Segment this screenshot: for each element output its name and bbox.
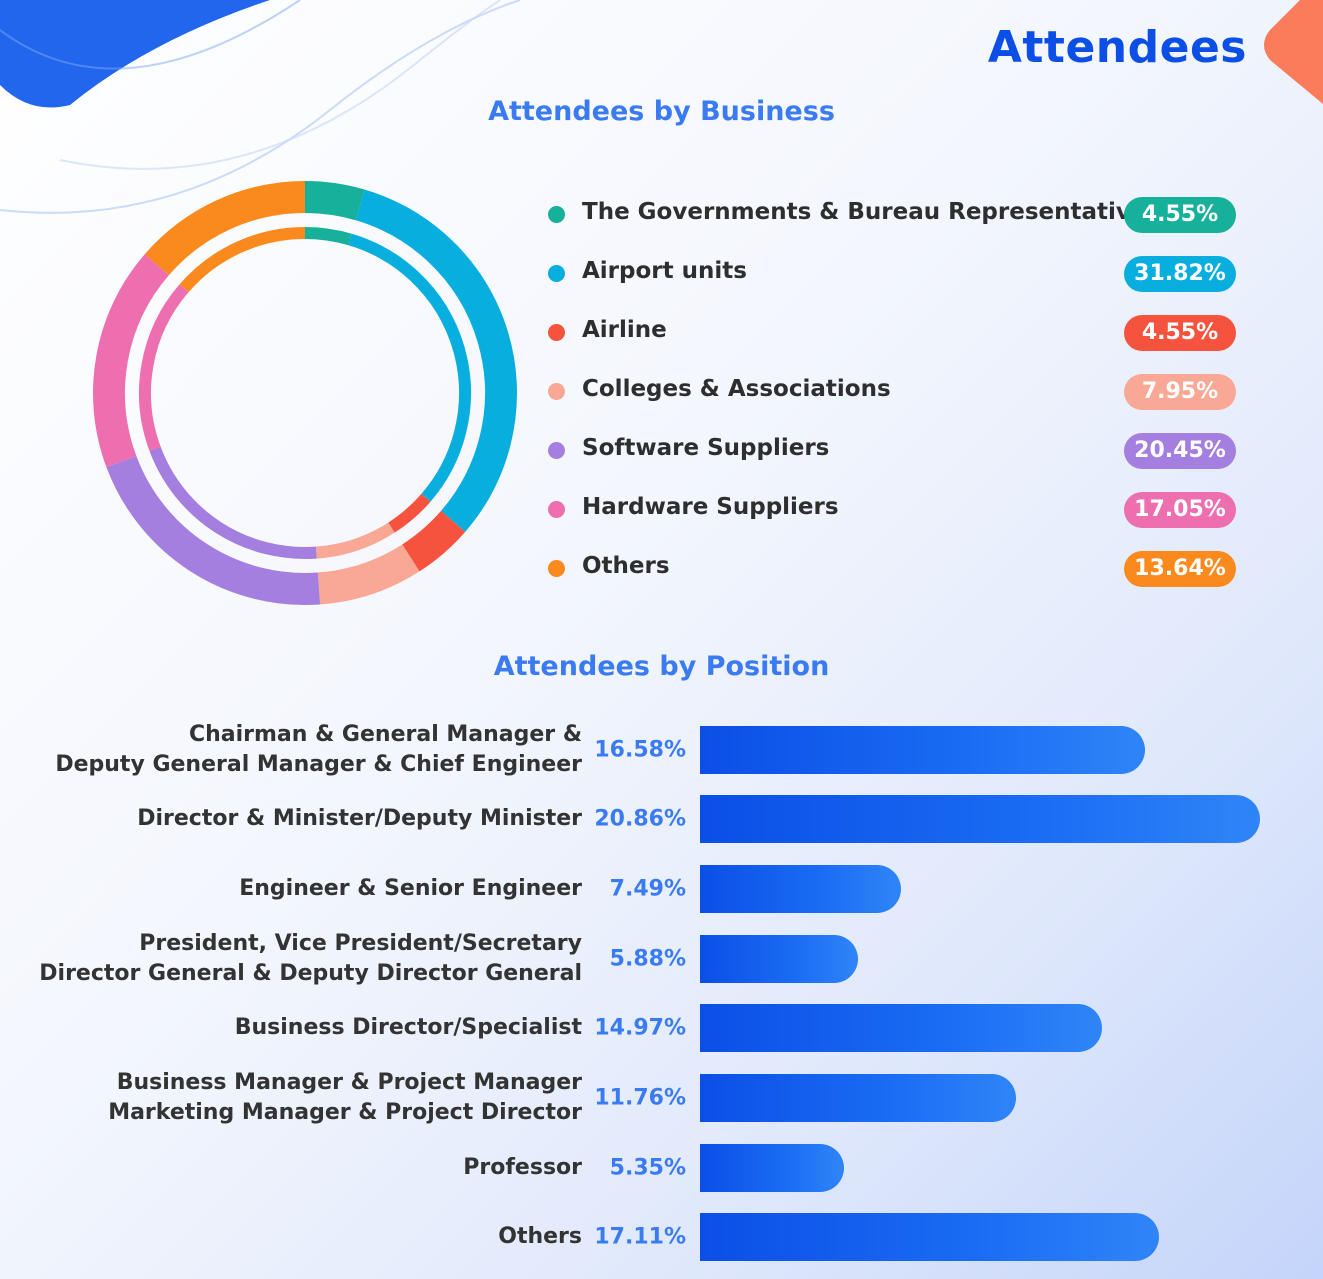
legend-dot-icon bbox=[548, 206, 565, 223]
bar-category-label: Others bbox=[498, 1224, 582, 1249]
legend-item: Others 13.64% bbox=[546, 549, 1246, 608]
legend-value-badge: 13.64% bbox=[1124, 551, 1236, 587]
bar bbox=[700, 865, 902, 913]
bar-row: President, Vice President/Secretary Dire… bbox=[0, 931, 1323, 986]
bar-value-label: 5.88% bbox=[609, 946, 686, 972]
donut-inner-slice-7 bbox=[179, 227, 306, 293]
corner-accent-icon bbox=[1264, 0, 1323, 104]
bar-category-label: Business Manager & Project Manager Marke… bbox=[108, 1070, 582, 1125]
legend-value-badge: 17.05% bbox=[1124, 492, 1236, 528]
legend-dot-icon bbox=[548, 265, 565, 282]
legend-label: Others bbox=[582, 553, 670, 579]
bar-row: Others 17.11% bbox=[0, 1212, 1323, 1262]
bar bbox=[700, 1144, 844, 1192]
bar-category-label: Professor bbox=[463, 1155, 582, 1180]
bar bbox=[700, 935, 858, 983]
legend-item: Airline 4.55% bbox=[546, 313, 1246, 372]
business-donut-chart bbox=[93, 181, 517, 605]
donut-inner-slice-4 bbox=[315, 522, 395, 559]
donut-outer-slice-3 bbox=[401, 510, 466, 572]
bar bbox=[700, 1213, 1160, 1261]
legend-value-badge: 31.82% bbox=[1124, 256, 1236, 292]
bar bbox=[700, 726, 1146, 774]
legend-item: The Governments & Bureau Representative 4… bbox=[546, 195, 1246, 254]
donut-outer-slice-1 bbox=[304, 181, 365, 221]
legend-dot-icon bbox=[548, 442, 565, 459]
legend-dot-icon bbox=[548, 501, 565, 518]
donut-outer-slice-2 bbox=[355, 189, 517, 532]
bar-row: Engineer & Senior Engineer 7.49% bbox=[0, 864, 1323, 914]
bar bbox=[700, 1074, 1016, 1122]
bar-value-label: 11.76% bbox=[594, 1085, 686, 1111]
legend-value-badge: 4.55% bbox=[1124, 197, 1236, 233]
page-title: Attendees bbox=[987, 22, 1247, 73]
legend-label: The Governments & Bureau Representative bbox=[582, 199, 1147, 225]
bar-value-label: 16.58% bbox=[594, 737, 686, 763]
legend-dot-icon bbox=[548, 560, 565, 577]
donut-inner-slice-1 bbox=[304, 227, 352, 246]
position-bar-chart: Chairman & General Manager & Deputy Gene… bbox=[0, 700, 1323, 1270]
legend-value-badge: 4.55% bbox=[1124, 315, 1236, 351]
bar-row: Business Director/Specialist 14.97% bbox=[0, 1003, 1323, 1053]
legend-dot-icon bbox=[548, 324, 565, 341]
legend-dot-icon bbox=[548, 383, 565, 400]
donut-inner-slice-2 bbox=[348, 233, 471, 502]
bar-category-label: President, Vice President/Secretary Dire… bbox=[39, 931, 582, 986]
legend-label: Colleges & Associations bbox=[582, 376, 891, 402]
legend-item: Hardware Suppliers 17.05% bbox=[546, 490, 1246, 549]
donut-inner-slice-3 bbox=[388, 493, 431, 533]
bar-value-label: 20.86% bbox=[594, 806, 686, 832]
donut-inner-slice-6 bbox=[139, 284, 189, 452]
bar-value-label: 17.11% bbox=[594, 1224, 686, 1250]
position-chart-title: Attendees by Position bbox=[493, 651, 830, 682]
bar-category-label: Director & Minister/Deputy Minister bbox=[137, 806, 582, 831]
bar bbox=[700, 1004, 1102, 1052]
legend-value-badge: 20.45% bbox=[1124, 433, 1236, 469]
donut-outer-slice-7 bbox=[144, 181, 306, 276]
background-decoration bbox=[0, 0, 521, 214]
bar-row: Professor 5.35% bbox=[0, 1143, 1323, 1193]
bar bbox=[700, 795, 1260, 843]
legend-item: Airport units 31.82% bbox=[546, 254, 1246, 313]
legend-item: Colleges & Associations 7.95% bbox=[546, 372, 1246, 431]
bar-category-label: Engineer & Senior Engineer bbox=[239, 876, 582, 901]
legend-label: Hardware Suppliers bbox=[582, 494, 839, 520]
legend-label: Airport units bbox=[582, 258, 747, 284]
legend-item: Software Suppliers 20.45% bbox=[546, 431, 1246, 490]
donut-outer-slice-5 bbox=[106, 455, 321, 605]
bar-value-label: 5.35% bbox=[609, 1155, 686, 1181]
business-chart-title: Attendees by Business bbox=[488, 96, 835, 127]
bar-value-label: 7.49% bbox=[609, 876, 686, 902]
bar-value-label: 14.97% bbox=[594, 1015, 686, 1041]
legend-label: Software Suppliers bbox=[582, 435, 830, 461]
donut-inner-slice-5 bbox=[149, 446, 317, 559]
bar-category-label: Business Director/Specialist bbox=[234, 1015, 582, 1040]
bar-category-label: Chairman & General Manager & Deputy Gene… bbox=[55, 722, 582, 777]
bar-row: Director & Minister/Deputy Minister 20.86… bbox=[0, 794, 1323, 844]
legend-label: Airline bbox=[582, 317, 667, 343]
legend-value-badge: 7.95% bbox=[1124, 374, 1236, 410]
bar-row: Business Manager & Project Manager Marke… bbox=[0, 1070, 1323, 1125]
bar-row: Chairman & General Manager & Deputy Gene… bbox=[0, 722, 1323, 777]
donut-outer-slice-4 bbox=[317, 544, 420, 605]
donut-outer-slice-6 bbox=[93, 254, 170, 468]
business-legend: The Governments & Bureau Representative 4… bbox=[546, 195, 1246, 608]
